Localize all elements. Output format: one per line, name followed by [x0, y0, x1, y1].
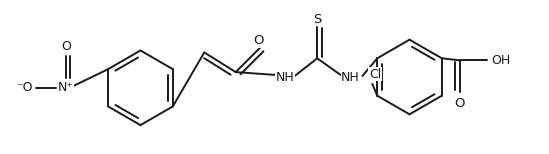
Text: O: O — [253, 34, 264, 47]
Text: O: O — [454, 97, 465, 110]
Text: Cl: Cl — [369, 68, 382, 81]
Text: S: S — [313, 13, 321, 26]
Text: ⁻O: ⁻O — [16, 81, 33, 94]
Text: OH: OH — [491, 54, 511, 67]
Text: NH: NH — [341, 71, 360, 85]
Text: NH: NH — [276, 71, 294, 85]
Text: N⁺: N⁺ — [58, 81, 74, 94]
Text: O: O — [61, 40, 71, 53]
